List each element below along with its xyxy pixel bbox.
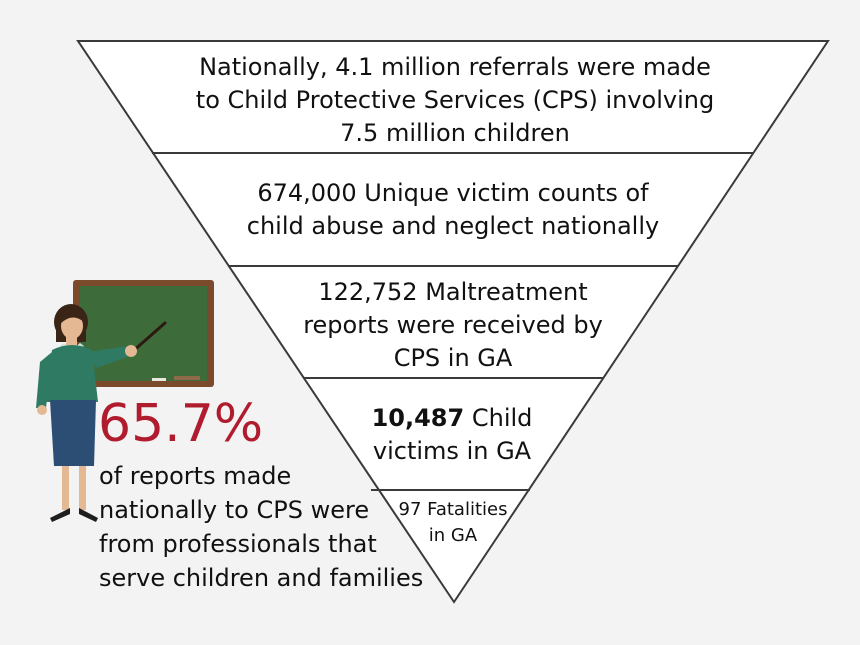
pointer-stick-icon xyxy=(130,321,167,354)
tier-4-text: 10,487 Child victims in GA xyxy=(371,404,533,465)
tier-3-text: 122,752 Maltreatment reports were receiv… xyxy=(303,278,603,372)
tier-5-text: 97 Fatalities in GA xyxy=(398,499,508,546)
teacher-illustration xyxy=(36,280,214,522)
tier-1-text: Nationally, 4.1 million referrals were m… xyxy=(195,53,715,147)
funnel-outline xyxy=(76,40,830,604)
stat-percent: 65.7% xyxy=(98,394,264,454)
tier-2-text: 674,000 Unique victim counts of child ab… xyxy=(246,179,660,240)
stat-caption: of reports made nationally to CPS were f… xyxy=(99,462,424,592)
tier-4-count: 10,487 xyxy=(371,404,465,432)
